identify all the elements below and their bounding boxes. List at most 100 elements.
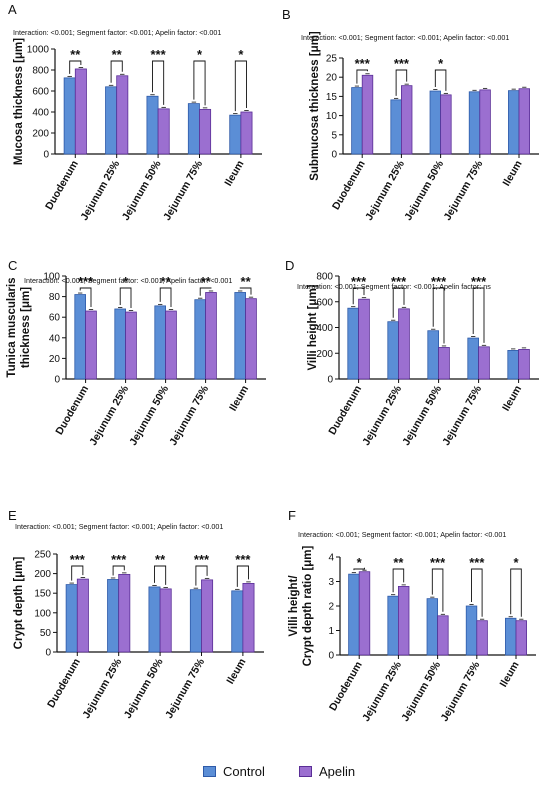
significance-bracket [472,287,485,343]
bar-apelin [361,74,374,155]
bar-apelin [440,94,452,155]
y-tick-label: 0 [45,648,51,659]
significance-bracket [392,287,405,318]
significance-bracket [79,287,92,308]
bar-apelin [157,108,170,155]
y-tick-label: 100 [43,272,60,283]
significance-stars: ** [393,555,404,570]
significance-bracket [112,565,125,576]
bar-apelin [205,292,217,380]
bar-control [467,337,479,380]
bar-control [194,299,207,380]
significance-stars: * [357,555,363,570]
x-tick-label: Jejunum 25% [80,656,124,721]
x-tick-label: Duodenum [326,384,364,437]
significance-stars: ** [112,47,123,62]
panel-a: A Interaction: <0.001; Segment factor: <0… [8,2,262,223]
panel-letter: A [8,2,17,17]
x-tick-label: Ileum [497,660,521,690]
y-tick-label: 0 [43,150,49,161]
significance-bracket [395,69,408,96]
y-tick-label: 0 [328,651,334,662]
significance-stars: * [238,47,244,62]
panel-letter: B [282,7,291,22]
stats-text: Interaction: <0.001; Segment factor: <0.… [298,530,506,539]
bar-apelin [398,308,410,380]
significance-stars: * [123,274,129,289]
significance-stars: *** [351,274,367,289]
bar-apelin [242,583,255,653]
significance-bracket [71,565,84,581]
bar-apelin [437,615,449,656]
x-tick-label: Jejunum 50% [122,656,166,721]
bar-apelin [74,68,87,155]
x-tick-label: Ileum [500,384,524,414]
x-tick-label: Jejunum 25% [363,158,407,223]
bar-control [426,598,439,656]
y-tick-label: 2 [328,602,334,613]
y-tick-label: 1000 [27,45,50,56]
legend: Control Apelin [0,762,550,786]
y-tick-label: 10 [326,111,338,122]
significance-stars: ** [155,552,166,567]
bar-control [114,308,127,380]
significance-stars: ** [201,274,212,289]
bar-control [187,103,200,155]
stats-text: Interaction: <0.001; Segment factor: <0.… [15,522,223,531]
bar-apelin [515,620,527,656]
y-axis-label: Submucosa thickness [μm] [309,31,321,181]
y-tick-label: 150 [34,589,51,600]
panel-letter: E [8,508,17,523]
y-tick-label: 5 [331,130,337,141]
legend-item-control: Control [203,764,265,779]
y-tick-label: 400 [316,323,333,334]
panel-letter: C [8,258,17,273]
y-tick-label: 50 [40,628,52,639]
bar-control [148,586,161,653]
bar-control [229,114,242,155]
x-tick-label: Ileum [227,384,251,414]
panel-letter: D [285,258,294,273]
x-tick-label: Jejunum 50% [400,383,444,448]
x-tick-label: Jejunum 75% [161,158,205,223]
significance-bracket [510,568,522,617]
bar-apelin [240,111,253,155]
x-tick-label: Jejunum 75% [163,656,207,721]
bar-control [74,294,87,380]
y-tick-label: 0 [327,375,333,386]
bar-control [429,90,442,155]
y-tick-label: 0 [331,150,337,161]
stats-text: Interaction: <0.001; Segment factor: <0.… [13,28,221,37]
significance-stars: *** [78,274,94,289]
x-tick-label: Jejunum 50% [402,158,446,223]
y-tick-label: 800 [32,66,49,77]
significance-bracket [154,565,167,585]
bar-control [189,589,202,653]
x-tick-label: Duodenum [327,660,365,713]
significance-bracket [239,287,252,295]
bar-control [507,350,519,380]
bar-control [390,99,402,155]
y-tick-label: 600 [316,297,333,308]
significance-stars: *** [430,555,446,570]
y-tick-label: 1 [328,626,334,637]
significance-bracket [392,568,405,593]
y-tick-label: 3 [328,577,334,588]
significance-stars: *** [471,274,487,289]
y-tick-label: 4 [328,553,334,564]
bar-control [63,77,76,155]
panel-letter: F [288,508,296,523]
significance-bracket [69,60,82,74]
significance-bracket [234,60,247,112]
stats-text: Interaction: <0.001; Segment factor: <0.… [301,33,509,42]
bar-apelin [85,310,97,380]
y-tick-label: 20 [49,354,61,365]
bar-apelin [165,310,177,380]
x-tick-label: Duodenum [45,657,83,710]
bar-apelin [401,85,413,155]
bar-apelin [199,108,212,155]
bar-control [347,307,359,380]
